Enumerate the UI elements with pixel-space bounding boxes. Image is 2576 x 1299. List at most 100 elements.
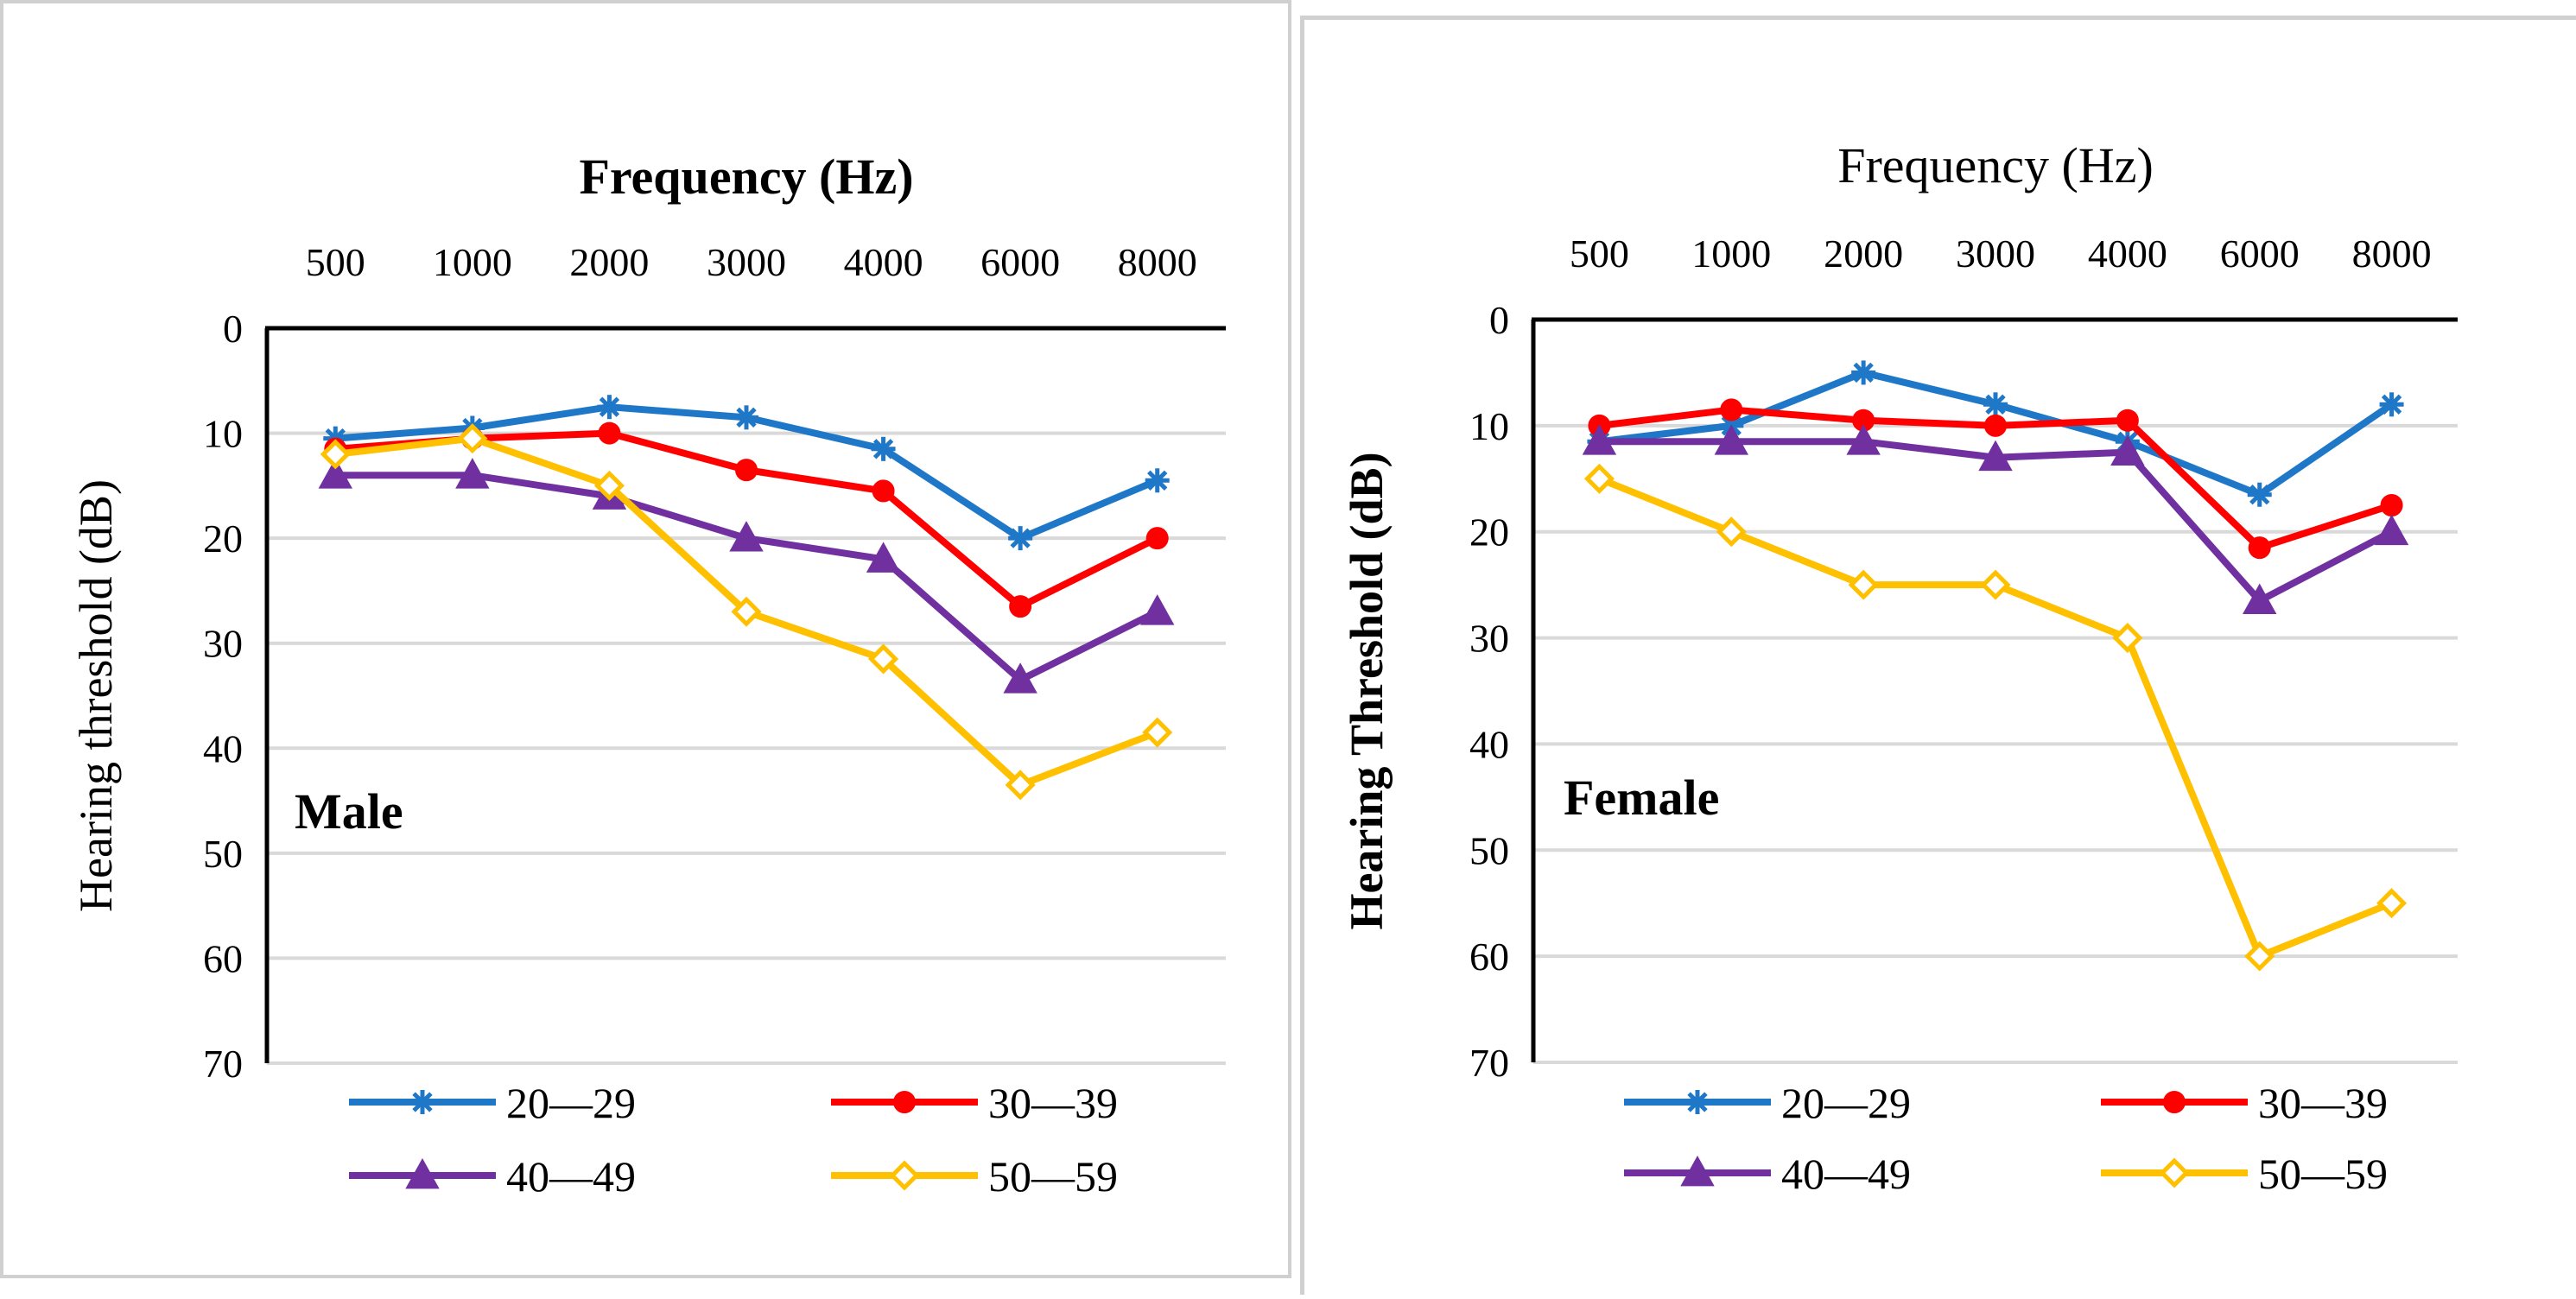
male-x-tick-label: 1000 — [433, 240, 512, 284]
male-legend-marker — [893, 1091, 916, 1113]
male-legend-marker — [405, 1157, 440, 1189]
male-x-tick-label: 8000 — [1118, 240, 1197, 284]
male-series-40-49-point — [455, 458, 490, 489]
male-x-tick-label: 2000 — [569, 240, 649, 284]
male-y-tick-label: 0 — [223, 307, 243, 351]
male-x-tick-label: 500 — [306, 240, 365, 284]
male-x-tick-label: 4000 — [844, 240, 923, 284]
male-series-40-49-point — [866, 542, 901, 573]
female-chart-panel: 0 10 20 30 40 50 60 70 500 1000 2000 3000 4000 6000 80… — [1300, 16, 2576, 1295]
female-series-50-59-point — [2112, 623, 2143, 654]
female-legend-label: 40—49 — [1781, 1150, 1911, 1198]
female-series-30-39-point — [1720, 398, 1743, 421]
female-series-50-59-point — [2376, 888, 2408, 919]
male-series-50-59-group — [320, 423, 1173, 801]
male-hearing-chart: 0 10 20 30 40 50 60 70 500 1000 2000 3000 4000 6000 80… — [70, 149, 1226, 1201]
female-series-50-59-point — [1716, 516, 1747, 548]
male-series-30-39-point — [735, 459, 758, 482]
male-legend-marker — [410, 1090, 435, 1114]
female-y-tick-label: 40 — [1469, 722, 1509, 766]
female-legend-marker — [2163, 1091, 2186, 1113]
male-series-50-59-point — [457, 423, 488, 454]
male-y-tick-label: 40 — [203, 726, 243, 770]
female-series-40-49-point — [1582, 424, 1617, 455]
female-y-tick-label: 70 — [1469, 1041, 1509, 1085]
female-y-tick-label: 30 — [1469, 617, 1509, 661]
female-series-40-49-point — [2374, 514, 2409, 546]
female-series-50-59-point — [1583, 463, 1615, 494]
female-series-50-59-line — [1597, 475, 2394, 960]
male-legend-item: 50—59 — [831, 1152, 1118, 1201]
male-series-50-59-point — [1142, 717, 1173, 748]
female-y-tick-label: 60 — [1469, 935, 1509, 979]
male-series-30-39-point — [598, 421, 621, 445]
female-series-20-29-point — [2247, 482, 2272, 507]
female-legend-marker — [1685, 1090, 1710, 1114]
male-series-20-29-point — [871, 436, 896, 461]
female-series-40-49-point — [2110, 434, 2145, 466]
male-x-tick-label: 6000 — [980, 240, 1060, 284]
female-series-30-39-point — [2380, 494, 2403, 516]
male-legend-label: 50—59 — [988, 1152, 1118, 1201]
male-series-20-29-point — [1008, 526, 1033, 551]
female-series-30-39-point — [2116, 409, 2139, 432]
female-series-30-39-point — [1984, 414, 2007, 437]
male-series-20-29-point — [734, 405, 758, 430]
male-legend-marker — [889, 1160, 920, 1191]
male-series-50-59-point — [868, 643, 899, 675]
male-y-tick-label: 30 — [203, 622, 243, 666]
female-series-20-29-point — [1983, 392, 2008, 417]
male-legend-item: 40—49 — [349, 1152, 636, 1201]
male-y-tick-label: 20 — [203, 516, 243, 561]
female-y-tick-label: 50 — [1469, 828, 1509, 872]
female-series-40-49-point — [1846, 424, 1881, 455]
female-series-50-59-point — [1980, 569, 2011, 600]
female-y-tick-label: 10 — [1469, 404, 1509, 448]
female-legend-marker — [2159, 1157, 2190, 1188]
female-y-tick-label: 0 — [1489, 298, 1509, 342]
male-series-50-59-point — [593, 470, 625, 501]
female-legend-item: 50—59 — [2101, 1150, 2388, 1198]
male-series-30-39-point — [1009, 595, 1032, 618]
male-series-40-49-group — [318, 458, 1175, 694]
male-y-tick-label: 70 — [203, 1042, 243, 1086]
male-series-20-29-point — [1145, 468, 1170, 493]
male-series-30-39-point — [872, 479, 895, 503]
female-x-tick-label: 2000 — [1824, 231, 1903, 276]
female-series-50-59-point — [2244, 941, 2275, 972]
female-legend-label: 50—59 — [2258, 1150, 2388, 1198]
male-series-40-49-point — [318, 458, 352, 489]
male-legend-label: 30—39 — [988, 1079, 1118, 1127]
female-series-40-49-point — [2243, 583, 2277, 614]
female-legend-item: 30—39 — [2101, 1079, 2388, 1127]
male-series-50-59-point — [1005, 770, 1036, 801]
female-series-50-59-group — [1583, 463, 2408, 972]
male-series-40-49-point — [1140, 594, 1175, 625]
female-series-30-39-group — [1588, 398, 2403, 560]
male-y-tick-label: 10 — [203, 412, 243, 456]
male-series-50-59-point — [320, 439, 351, 470]
female-series-50-59-point — [1848, 569, 1879, 600]
male-series-40-49-point — [1003, 662, 1037, 694]
female-series-30-39-point — [2248, 536, 2271, 560]
female-x-tick-label: 1000 — [1691, 231, 1771, 276]
female-x-tick-label: 6000 — [2220, 231, 2300, 276]
male-chart-panel: 0 10 20 30 40 50 60 70 500 1000 2000 3000 4000 6000 80… — [0, 0, 1291, 1278]
male-y-axis-label: Hearing threshold (dB) — [70, 479, 122, 912]
female-legend-label: 30—39 — [2258, 1079, 2388, 1127]
male-series-20-29-point — [597, 395, 622, 420]
male-legend-label: 40—49 — [506, 1152, 636, 1201]
male-y-tick-label: 50 — [203, 832, 243, 876]
female-series-40-49-group — [1582, 424, 2409, 614]
female-y-tick-label: 20 — [1469, 510, 1509, 554]
female-series-20-29-point — [1851, 360, 1876, 385]
male-series-40-49-line — [335, 472, 1159, 684]
female-x-tick-label: 500 — [1570, 231, 1629, 276]
female-series-20-29-point — [2379, 392, 2404, 417]
female-legend-label: 20—29 — [1781, 1079, 1911, 1127]
male-series-30-39-point — [1145, 527, 1169, 550]
female-panel-label: Female — [1564, 770, 1719, 826]
female-legend-marker — [1680, 1155, 1715, 1187]
female-x-tick-label: 4000 — [2088, 231, 2167, 276]
male-series-50-59-point — [731, 596, 762, 627]
